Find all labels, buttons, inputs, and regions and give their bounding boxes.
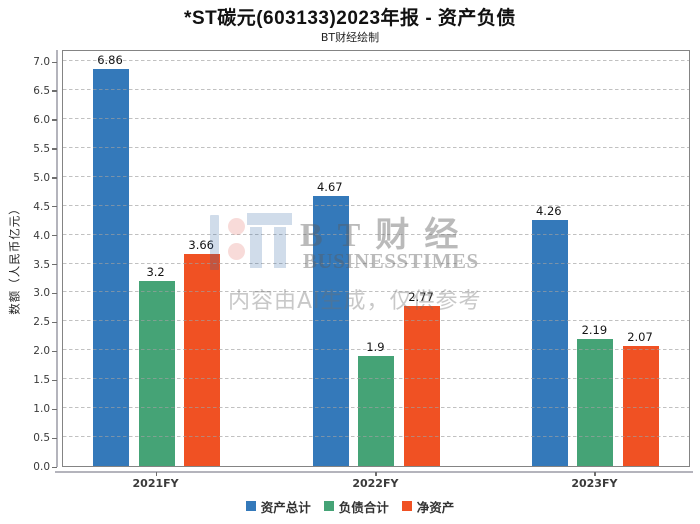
- y-tick-mark: [52, 90, 57, 92]
- legend-label: 净资产: [416, 499, 455, 515]
- legend-swatch: [245, 501, 256, 511]
- watermark-disclaimer: 内容由AI生成，仅供参考: [228, 289, 482, 314]
- y-tick-mark: [52, 177, 57, 179]
- bar-value-label: 2.77: [408, 289, 434, 304]
- gridline: [63, 175, 689, 177]
- bt-logo-t-icon: [247, 213, 292, 225]
- y-tick-mark: [52, 119, 57, 121]
- legend-label: 资产总计: [260, 499, 311, 515]
- x-tick-mark: [594, 472, 596, 476]
- legend: 资产总计 负债合计 净资产: [0, 497, 700, 515]
- bt-logo-dot-icon: [228, 243, 245, 260]
- legend-item: 资产总计: [245, 497, 311, 516]
- bt-logo-t-leg-icon: [250, 227, 262, 268]
- y-tick-label: 5.0: [33, 171, 50, 184]
- y-tick-label: 7.0: [33, 56, 50, 68]
- y-tick-mark: [52, 466, 57, 468]
- y-tick-mark: [52, 148, 57, 150]
- gridlines-layer: [63, 51, 689, 466]
- legend-swatch: [323, 501, 334, 511]
- plot-area: [62, 50, 690, 467]
- gridline: [63, 262, 689, 264]
- watermark-brand-cn: BT财经: [300, 217, 474, 254]
- gridline: [63, 436, 689, 438]
- x-tick-label: 2021FY: [132, 477, 179, 490]
- y-tick-mark: [52, 408, 57, 410]
- gridline: [63, 88, 689, 90]
- bar-value-label: 3.2: [146, 264, 165, 279]
- x-tick-label: 2023FY: [571, 477, 618, 490]
- y-tick-mark: [52, 321, 57, 324]
- bar-series3-2023FY: [623, 346, 659, 466]
- watermark-brand-en: BUSINESSTIMES: [303, 249, 479, 273]
- y-tick-mark: [52, 235, 57, 237]
- y-tick-mark: [52, 437, 57, 439]
- y-tick-mark: [52, 206, 57, 208]
- bar-value-label: 4.26: [535, 203, 562, 218]
- y-tick-mark: [52, 379, 57, 381]
- y-tick-mark: [52, 350, 57, 353]
- chart-subtitle: BT财经绘制: [320, 31, 380, 44]
- bt-logo-bar-icon: [210, 215, 219, 270]
- x-tick-label: 2022FY: [352, 477, 399, 490]
- y-tick-mark: [52, 292, 57, 295]
- x-tick-mark: [155, 472, 157, 476]
- y-axis-spine: [56, 50, 58, 467]
- bar-value-label: 2.07: [627, 330, 653, 345]
- y-tick-mark: [52, 264, 57, 266]
- chart-title: *ST碳元(603133)2023年报 - 资产负债: [184, 8, 516, 29]
- gridline: [63, 60, 689, 62]
- bt-logo-dot-icon: [228, 218, 245, 235]
- gridline: [63, 204, 689, 206]
- legend-label: 负债合计: [338, 499, 389, 515]
- y-tick-label: 4.0: [33, 229, 50, 242]
- y-tick-label: 0.5: [33, 432, 50, 445]
- y-tick-mark: [52, 61, 57, 63]
- y-tick-label: 2.0: [33, 345, 50, 358]
- bar-series3-2022FY: [404, 305, 440, 466]
- y-tick-label: 6.0: [33, 113, 50, 126]
- bar-value-label: 3.66: [188, 238, 214, 253]
- bar-series1-2021FY: [93, 69, 129, 466]
- bar-series2-2021FY: [138, 280, 175, 466]
- gridline: [63, 407, 689, 409]
- x-axis-spine: [55, 471, 693, 473]
- bar-series2-2023FY: [577, 339, 614, 466]
- gridline: [63, 146, 689, 148]
- gridline: [63, 320, 689, 322]
- y-tick-label: 3.5: [33, 258, 50, 271]
- bar-value-label: 1.9: [366, 340, 385, 355]
- bar-series3-2021FY: [184, 254, 221, 466]
- gridline: [63, 117, 689, 119]
- gridline: [63, 233, 689, 235]
- gridline: [63, 291, 689, 293]
- y-tick-label: 5.5: [33, 142, 50, 155]
- legend-swatch: [401, 501, 412, 511]
- y-tick-label: 0.0: [33, 461, 50, 473]
- y-tick-label: 3.0: [33, 287, 50, 300]
- y-tick-label: 2.5: [33, 316, 50, 329]
- gridline: [63, 378, 689, 380]
- bar-value-label: 2.19: [581, 323, 608, 338]
- bar-series1-2023FY: [531, 219, 568, 466]
- bar-value-label: 6.86: [97, 53, 123, 68]
- legend-item: 负债合计: [323, 497, 389, 516]
- y-tick-label: 1.5: [33, 374, 50, 387]
- y-tick-label: 6.5: [33, 84, 50, 97]
- bar-series2-2022FY: [358, 356, 395, 466]
- y-tick-label: 4.5: [33, 200, 50, 213]
- bt-logo-t-leg-icon: [274, 227, 286, 268]
- bar-series1-2022FY: [312, 195, 349, 466]
- bar-value-label: 4.67: [316, 179, 343, 194]
- bars-layer: [63, 51, 689, 466]
- legend-item: 净资产: [401, 497, 455, 516]
- y-tick-label: 1.0: [33, 403, 50, 416]
- gridline: [63, 349, 689, 351]
- x-tick-mark: [375, 472, 377, 476]
